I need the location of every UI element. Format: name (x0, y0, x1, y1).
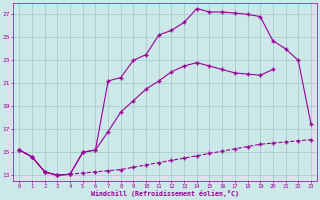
X-axis label: Windchill (Refroidissement éolien,°C): Windchill (Refroidissement éolien,°C) (91, 190, 239, 197)
